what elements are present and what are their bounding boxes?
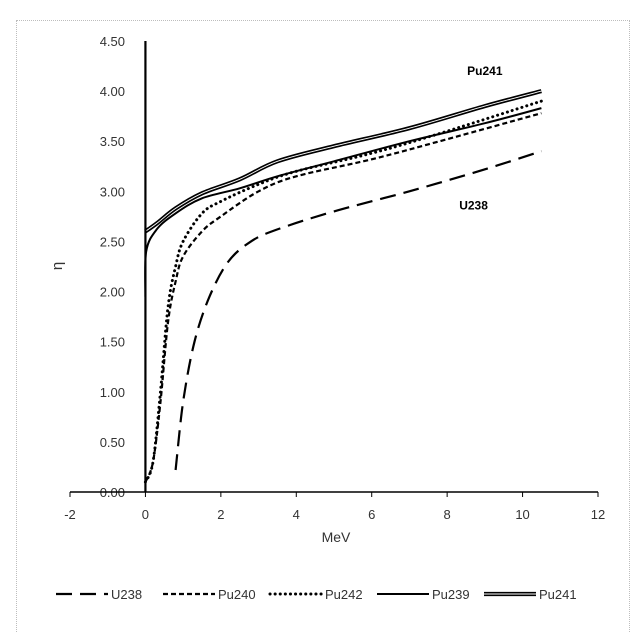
series-line-pu240 [145,113,541,482]
chart-annotations: Pu241 U238 [459,64,503,212]
y-tick-label: 1.00 [100,385,125,400]
y-axis-label: η [49,262,66,270]
legend-label-pu241: Pu241 [539,587,577,602]
legend: U238 Pu240 Pu242 Pu239 Pu241 [56,587,577,602]
x-tick-label: 2 [217,507,224,522]
y-tick-label: 2.50 [100,234,125,249]
x-tick-label: 0 [142,507,149,522]
legend-label-pu242: Pu242 [325,587,363,602]
y-tick-labels: 0.000.501.001.502.002.503.003.504.004.50 [100,34,125,500]
y-tick-label: 2.00 [100,285,125,300]
legend-label-u238: U238 [111,587,142,602]
legend-label-pu240: Pu240 [218,587,256,602]
x-tick-label: 4 [293,507,300,522]
y-tick-label: 4.50 [100,34,125,49]
y-tick-label: 4.00 [100,84,125,99]
x-tick-label: 6 [368,507,375,522]
x-tick-label: 10 [515,507,529,522]
series-lines [145,91,541,482]
annotation-u238: U238 [459,198,488,212]
x-tick-label: 12 [591,507,605,522]
y-tick-label: 3.00 [100,184,125,199]
x-tick-labels: -2 0 2 4 6 8 10 12 [64,507,605,522]
legend-label-pu239: Pu239 [432,587,470,602]
annotation-pu241: Pu241 [467,64,503,78]
y-tick-label: 3.50 [100,134,125,149]
y-tick-label: 1.50 [100,335,125,350]
x-tick-label: -2 [64,507,76,522]
y-tick-label: 0.50 [100,435,125,450]
x-axis-label: MeV [322,529,351,545]
x-tick-label: 8 [444,507,451,522]
